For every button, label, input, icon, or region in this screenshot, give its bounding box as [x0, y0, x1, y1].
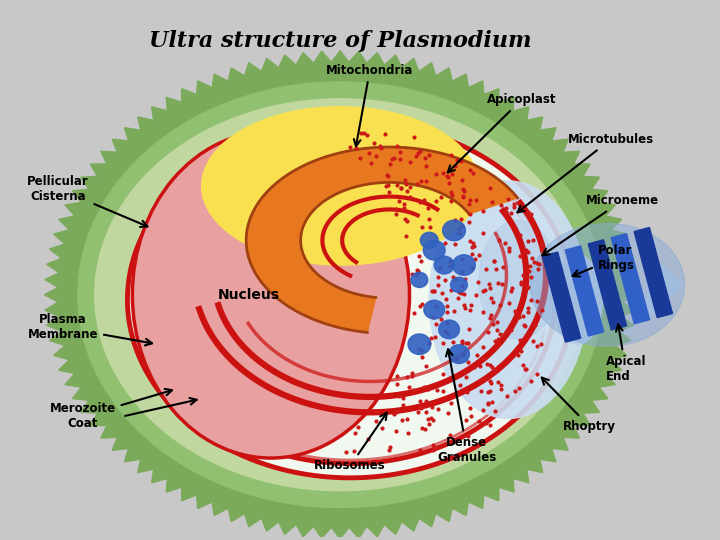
Ellipse shape	[202, 107, 479, 265]
Ellipse shape	[78, 82, 603, 508]
Text: Mitochondria: Mitochondria	[326, 64, 413, 146]
Text: Ultra structure of Plasmodium: Ultra structure of Plasmodium	[149, 30, 531, 52]
Text: Microtubules: Microtubules	[518, 133, 654, 212]
Polygon shape	[611, 234, 649, 324]
Text: Polar
Rings: Polar Rings	[572, 244, 634, 276]
Ellipse shape	[530, 224, 685, 346]
Text: Dense
Granules: Dense Granules	[437, 349, 497, 464]
Text: Apical
End: Apical End	[606, 325, 646, 383]
Ellipse shape	[443, 220, 465, 241]
Polygon shape	[634, 227, 672, 318]
Ellipse shape	[434, 256, 454, 274]
Ellipse shape	[438, 320, 459, 339]
Ellipse shape	[95, 99, 585, 491]
Text: Microneme: Microneme	[542, 194, 659, 255]
Polygon shape	[588, 240, 626, 330]
Ellipse shape	[479, 220, 558, 339]
Ellipse shape	[423, 240, 445, 260]
Ellipse shape	[451, 277, 467, 293]
Ellipse shape	[424, 300, 445, 319]
Text: Apicoplast: Apicoplast	[448, 93, 556, 172]
Polygon shape	[246, 147, 518, 333]
Ellipse shape	[132, 131, 410, 458]
Text: Pellicular
Cisterna: Pellicular Cisterna	[27, 175, 148, 227]
Ellipse shape	[453, 255, 475, 275]
Ellipse shape	[553, 255, 603, 344]
Text: Nucleus: Nucleus	[218, 288, 280, 302]
Ellipse shape	[429, 181, 588, 418]
Text: Ribosomes: Ribosomes	[315, 413, 387, 472]
Text: Rhoptry: Rhoptry	[541, 377, 616, 433]
Ellipse shape	[449, 345, 469, 363]
Ellipse shape	[408, 334, 431, 354]
Polygon shape	[647, 250, 682, 320]
Text: Merozoite
Coat: Merozoite Coat	[50, 389, 172, 430]
Polygon shape	[45, 51, 636, 539]
Ellipse shape	[411, 272, 428, 287]
Polygon shape	[542, 252, 581, 342]
Ellipse shape	[127, 122, 573, 478]
Text: Plasma
Membrane: Plasma Membrane	[28, 313, 152, 346]
Polygon shape	[565, 246, 603, 336]
Ellipse shape	[420, 232, 438, 248]
